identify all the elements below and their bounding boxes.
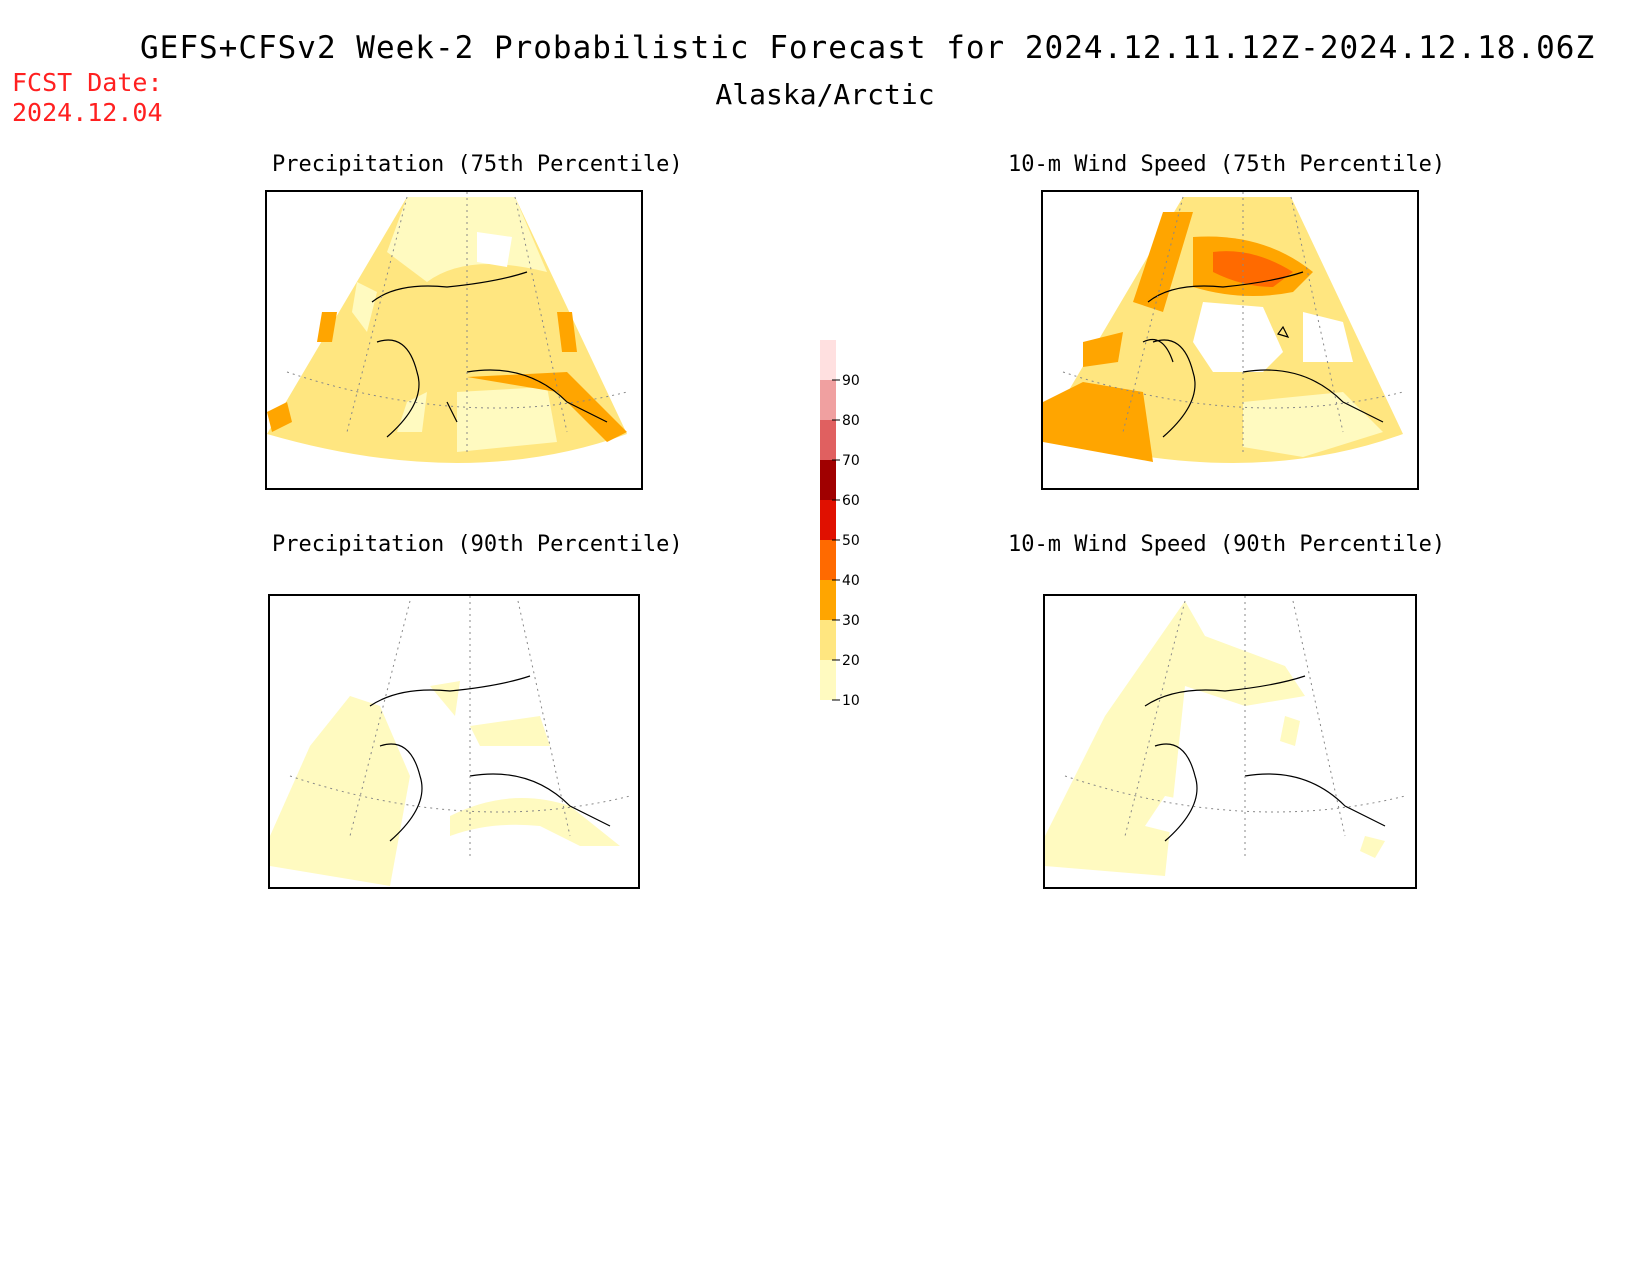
map-wind-75-graphic [1043, 192, 1404, 463]
colorbar-tick-label: 40 [842, 573, 860, 589]
forecast-date-value: 2024.12.04 [12, 98, 163, 127]
map-wind-90 [1043, 594, 1417, 889]
colorbar-swatch [820, 540, 836, 580]
map-precip-90 [268, 594, 640, 889]
colorbar-tick-label: 10 [842, 693, 860, 709]
colorbar-swatch [820, 420, 836, 460]
map-precip-90-graphic [270, 596, 631, 886]
colorbar-tick-label: 60 [842, 493, 860, 509]
colorbar-swatch [820, 660, 836, 700]
colorbar-tick-label: 80 [842, 413, 860, 429]
colorbar-tick-label: 30 [842, 613, 860, 629]
forecast-date-block: FCST Date: 2024.12.04 [12, 68, 163, 128]
colorbar-swatch [820, 500, 836, 540]
figure-title: GEFS+CFSv2 Week-2 Probabilistic Forecast… [140, 30, 1596, 66]
map-precip-75 [265, 190, 643, 490]
colorbar-swatch [820, 580, 836, 620]
colorbar-tick-label: 90 [842, 373, 860, 389]
colorbar-swatch [820, 380, 836, 420]
colorbar-tick-label: 20 [842, 653, 860, 669]
map-precip-75-graphic [267, 192, 628, 463]
panel-title-wind-90: 10-m Wind Speed (90th Percentile) [1008, 532, 1446, 557]
forecast-date-label: FCST Date: [12, 68, 163, 97]
panel-title-wind-75: 10-m Wind Speed (75th Percentile) [1008, 152, 1446, 177]
map-wind-75 [1041, 190, 1419, 490]
map-wind-90-graphic [1045, 596, 1406, 876]
colorbar-swatch [820, 460, 836, 500]
color-legend: 10 20 30 40 50 60 70 80 90 [820, 340, 860, 709]
colorbar-swatch [820, 620, 836, 660]
colorbar-swatch [820, 340, 836, 380]
colorbar-tick-label: 70 [842, 453, 860, 469]
panel-title-precip-75: Precipitation (75th Percentile) [272, 152, 683, 177]
region-subtitle: Alaska/Arctic [715, 78, 935, 111]
colorbar-tick-label: 50 [842, 533, 860, 549]
panel-title-precip-90: Precipitation (90th Percentile) [272, 532, 683, 557]
